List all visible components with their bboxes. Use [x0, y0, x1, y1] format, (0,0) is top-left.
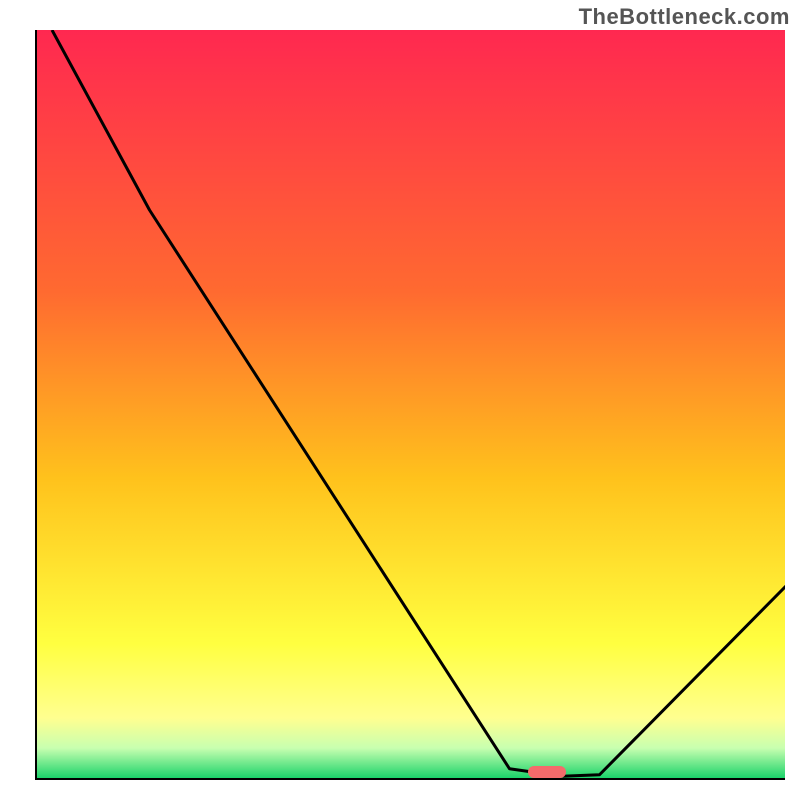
gradient-background	[37, 30, 785, 778]
plot-area	[35, 30, 785, 780]
optimal-marker	[528, 766, 566, 778]
chart-container: TheBottleneck.com	[0, 0, 800, 800]
watermark-text: TheBottleneck.com	[579, 4, 790, 30]
